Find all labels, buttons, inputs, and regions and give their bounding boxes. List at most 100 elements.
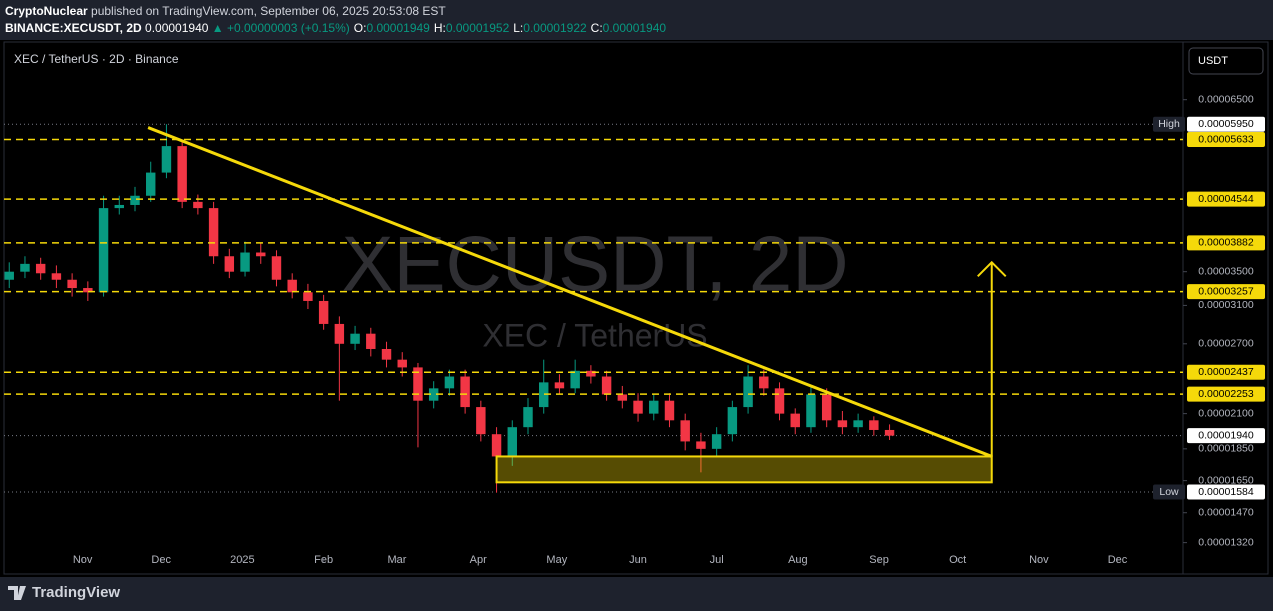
- candle-body: [821, 394, 832, 421]
- x-tick-label: Nov: [73, 554, 93, 566]
- candle-body: [790, 413, 800, 428]
- level-label-box: [1187, 364, 1265, 380]
- legend: XEC / TetherUS · 2D · Binance: [14, 52, 179, 66]
- y-tick-label: 0.00002700: [1198, 338, 1254, 350]
- candle-body: [570, 370, 580, 389]
- price: 0.00001940: [145, 21, 209, 35]
- candle-body: [413, 367, 423, 401]
- symbol: BINANCE:XECUSDT, 2D: [5, 21, 142, 35]
- candle-body: [35, 263, 46, 274]
- candle-body: [727, 407, 738, 435]
- candle-body: [20, 263, 30, 272]
- high_mark-label: 0.00005950: [1198, 118, 1254, 130]
- candle-body: [649, 400, 659, 414]
- ohlc-key: L:: [513, 21, 523, 35]
- candle-body: [397, 359, 407, 368]
- candle-body: [130, 195, 140, 205]
- chart-frame: [3, 41, 1269, 575]
- candle-body: [491, 434, 502, 457]
- candle-body: [240, 252, 250, 272]
- candle-body: [523, 407, 533, 428]
- high_mark-box: [1187, 116, 1265, 132]
- ohlc-value: 0.00001949: [366, 21, 430, 35]
- x-tick-label: Nov: [1029, 554, 1049, 566]
- candle-body: [318, 300, 329, 324]
- low_mark-name: Low: [1159, 486, 1179, 498]
- low_mark-label: 0.00001584: [1198, 486, 1254, 498]
- x-tick-label: Jul: [710, 554, 724, 566]
- x-tick-label: Dec: [1108, 554, 1128, 566]
- currency-button[interactable]: [1188, 47, 1264, 75]
- candle-body: [256, 252, 266, 257]
- x-tick-label: Dec: [151, 554, 171, 566]
- trendline: [147, 126, 993, 458]
- candle-body: [696, 441, 706, 449]
- candle-body: [193, 201, 203, 209]
- candle-body: [366, 333, 376, 349]
- candle-body: [208, 208, 219, 257]
- y-tick-label: 0.00001850: [1198, 443, 1254, 455]
- ohlc-value: 0.00001922: [523, 21, 587, 35]
- candle-body: [224, 256, 235, 272]
- candle-body: [476, 407, 486, 435]
- publisher: CryptoNuclear: [5, 4, 88, 18]
- candle-body: [4, 271, 14, 280]
- ohlc-key: H:: [434, 21, 446, 35]
- level-label-box: [1187, 284, 1265, 300]
- high_mark-name: High: [1158, 118, 1180, 130]
- candle-body: [114, 204, 124, 209]
- candle-body: [460, 376, 470, 408]
- y-tick-label: 0.00002100: [1198, 407, 1254, 419]
- candle-body: [334, 323, 345, 344]
- info-line: BINANCE:XECUSDT, 2D 0.00001940 ▲ +0.0000…: [5, 21, 666, 35]
- candle-body: [177, 146, 187, 202]
- x-tick-label: Apr: [470, 554, 487, 566]
- candle-body: [869, 420, 879, 430]
- candle-body: [664, 400, 675, 421]
- arrow-head: [977, 260, 1007, 278]
- last-box: [1187, 428, 1265, 444]
- x-tick-label: Mar: [388, 554, 407, 566]
- high_mark-name-box: [1153, 116, 1185, 132]
- candle-body: [586, 370, 596, 377]
- candle-body: [51, 273, 62, 280]
- y-tick-label: 0.00003500: [1198, 265, 1254, 277]
- published: published on TradingView.com, September …: [91, 4, 446, 18]
- x-tick-label: Oct: [949, 554, 966, 566]
- logo-icon: [8, 586, 26, 600]
- ohlc-value: 0.00001952: [446, 21, 510, 35]
- support-zone: [495, 455, 993, 484]
- level-label: 0.00005633: [1198, 133, 1254, 145]
- x-tick-label: Jun: [629, 554, 647, 566]
- last-label: 0.00001940: [1198, 429, 1254, 441]
- level-label: 0.00003882: [1198, 237, 1254, 249]
- candle-body: [853, 420, 863, 428]
- x-tick-label: 2025: [230, 554, 254, 566]
- candle-body: [759, 376, 769, 389]
- candle-body: [303, 292, 313, 301]
- brand[interactable]: TradingView: [32, 584, 120, 601]
- candle-body: [428, 388, 439, 401]
- x-tick-label: Feb: [314, 554, 333, 566]
- level-label-box: [1187, 191, 1265, 207]
- candle-body: [67, 279, 77, 289]
- candle-body: [617, 394, 628, 401]
- candle-body: [83, 288, 93, 293]
- candle-body: [743, 376, 753, 408]
- ohlc-value: 0.00001940: [603, 21, 667, 35]
- candle-body: [287, 279, 297, 293]
- candle-body: [884, 429, 895, 436]
- currency[interactable]: USDT: [1198, 55, 1228, 67]
- ohlc-key: O:: [354, 21, 367, 35]
- candle-body: [271, 256, 282, 280]
- level-label-box: [1187, 386, 1265, 402]
- candle-body: [711, 434, 722, 449]
- level-label-box: [1187, 131, 1265, 147]
- candle-body: [161, 146, 172, 173]
- watermark-sub: XEC / TetherUS: [482, 317, 707, 353]
- level-label: 0.00002253: [1198, 388, 1254, 400]
- y-tick-label: 0.00003100: [1198, 299, 1254, 311]
- candle-body: [806, 394, 816, 428]
- candle-body: [837, 420, 848, 428]
